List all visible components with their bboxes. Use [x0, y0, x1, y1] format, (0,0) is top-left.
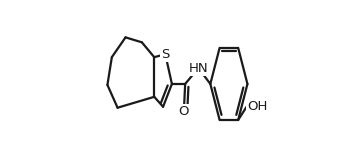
- Text: HN: HN: [189, 62, 208, 75]
- Text: S: S: [161, 48, 169, 61]
- Text: OH: OH: [247, 100, 267, 113]
- Text: O: O: [178, 105, 189, 118]
